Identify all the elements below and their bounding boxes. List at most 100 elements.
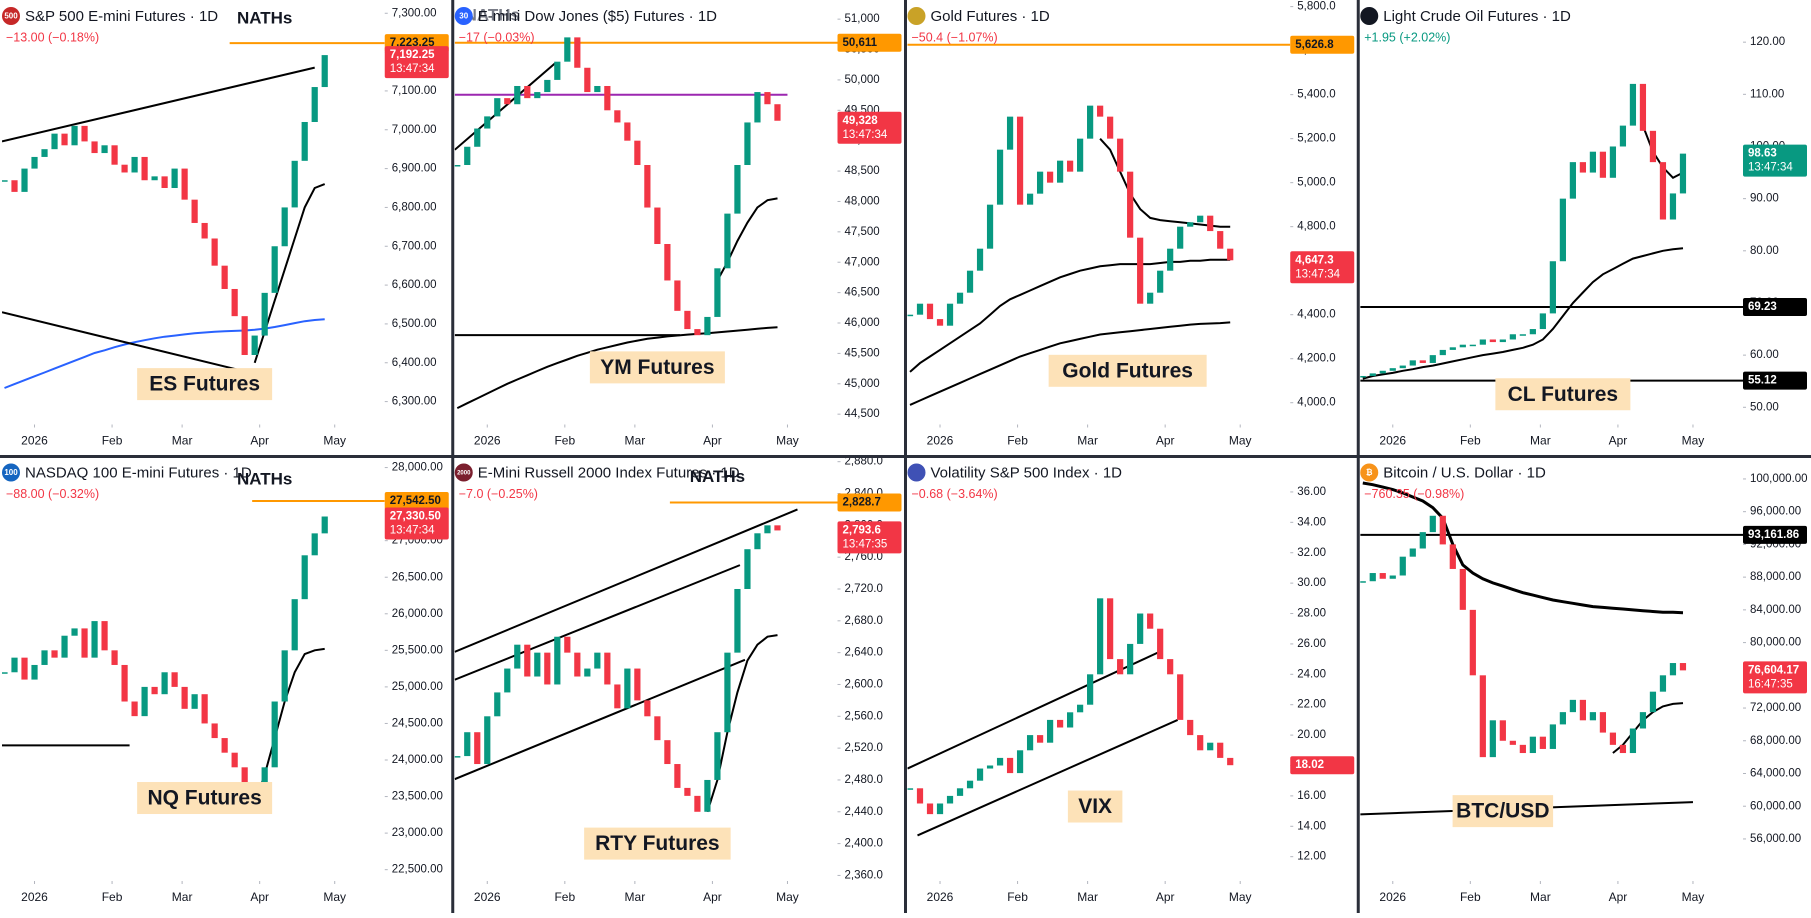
y-tick-label: 48,000 [845,195,880,207]
y-tick-label: 60,000.00 [1750,800,1801,812]
candle [1599,712,1607,733]
y-tick-label: 12.00 [1297,851,1326,863]
candle [311,87,318,122]
candle [21,657,28,680]
price-change: −88.00 (−0.32%) [6,487,99,501]
x-tick-label: Mar [625,434,646,448]
y-tick-label: 23,500.00 [392,791,443,803]
annotation: YM Futures [600,356,714,379]
level-tag [1290,35,1355,54]
x-tick-label: May [776,890,799,904]
candle [1449,347,1456,350]
y-tick-label: 45,500 [845,347,880,359]
moving-average [1612,702,1684,754]
candle [1187,222,1194,227]
candle [211,238,218,266]
candle [584,668,591,677]
candle [61,133,68,146]
chart-panel: NATHs YM Futures 44,500 45,000 45,500 46,000 4… [454,6,902,448]
y-tick-label: 2,440.0 [845,806,883,818]
y-tick-label: 28.00 [1297,608,1326,620]
candle [91,621,98,658]
y-tick-label: 72,000.00 [1750,702,1801,714]
candle [594,85,601,93]
plot-area: NATHs NQ Futures [2,469,385,815]
x-tick-label: 2026 [21,434,48,448]
price-change: −760.35 (−0.98%) [1364,487,1464,501]
plot-area: VIX [907,598,1234,837]
y-tick-label: 4,000.0 [1297,397,1335,409]
candle [1529,736,1536,754]
level-tag-label: 2,828.7 [843,497,881,509]
symbol-icon [454,7,473,25]
candle [916,788,924,804]
candle [1509,334,1516,340]
candle [564,636,571,653]
candle [634,668,641,701]
annotation: NATHs [237,9,292,28]
candle [291,160,298,208]
candle [1127,171,1134,238]
y-tick-label: 25,500.00 [392,644,443,656]
candle [1026,193,1034,205]
candle [926,303,934,320]
candle [926,803,934,815]
candle [644,164,651,208]
candle [71,125,78,146]
candle [1006,116,1014,150]
candle [754,533,761,550]
candle [624,122,631,141]
candle [1469,344,1476,347]
candle [221,738,228,753]
candle [744,549,751,589]
y-tick-label: 5,000.0 [1297,177,1335,189]
symbol-icon [454,463,473,482]
last-price-label: 98.63 [1748,148,1777,160]
candle [1077,704,1084,713]
x-tick-label: May [1682,890,1705,904]
candle [624,668,631,709]
last-price-label: 76,604.17 [1748,664,1799,676]
candle [1569,162,1576,199]
moving-average [4,318,325,389]
candle [534,92,541,99]
y-tick-label: 51,000 [845,13,880,25]
candle [31,664,38,680]
level-tag-label: 7,223.25 [390,37,435,49]
x-tick-label: Apr [250,434,269,448]
trend-line [454,508,798,653]
candle [754,92,761,123]
candle [51,650,58,658]
candle [1046,171,1054,183]
candle [504,98,511,105]
candle [1107,116,1114,139]
candle [261,292,268,336]
candle [654,716,661,741]
y-tick-label: 46,000 [845,317,880,329]
price-change: +1.95 (+2.02%) [1364,30,1450,44]
x-tick-label: Apr [1609,434,1628,448]
candle [704,316,711,336]
candle [1589,151,1597,173]
candle [1409,548,1416,557]
x-tick-label: Feb [1007,434,1028,448]
candle [51,133,58,150]
x-tick-label: Feb [102,434,123,448]
candle [1016,116,1024,205]
candle [1077,138,1084,172]
y-tick-label: 7,100.00 [392,85,437,97]
last-price-label: 2,793.6 [843,524,881,536]
candle [151,176,158,181]
y-tick-label: 2,360.0 [845,869,883,881]
candle [1499,339,1506,343]
candle [1549,261,1556,314]
candle [494,692,501,717]
chart-title: Bitcoin / U.S. Dollar · 1D [1383,464,1546,481]
y-tick-label: 34.00 [1297,516,1326,528]
y-tick-label: 47,000 [845,256,880,268]
countdown: 13:47:35 [843,538,888,550]
level-tag-label: 50,611 [843,37,878,49]
candle [141,686,148,717]
countdown: 13:47:34 [390,525,435,537]
y-tick-label: 22.00 [1297,699,1326,711]
